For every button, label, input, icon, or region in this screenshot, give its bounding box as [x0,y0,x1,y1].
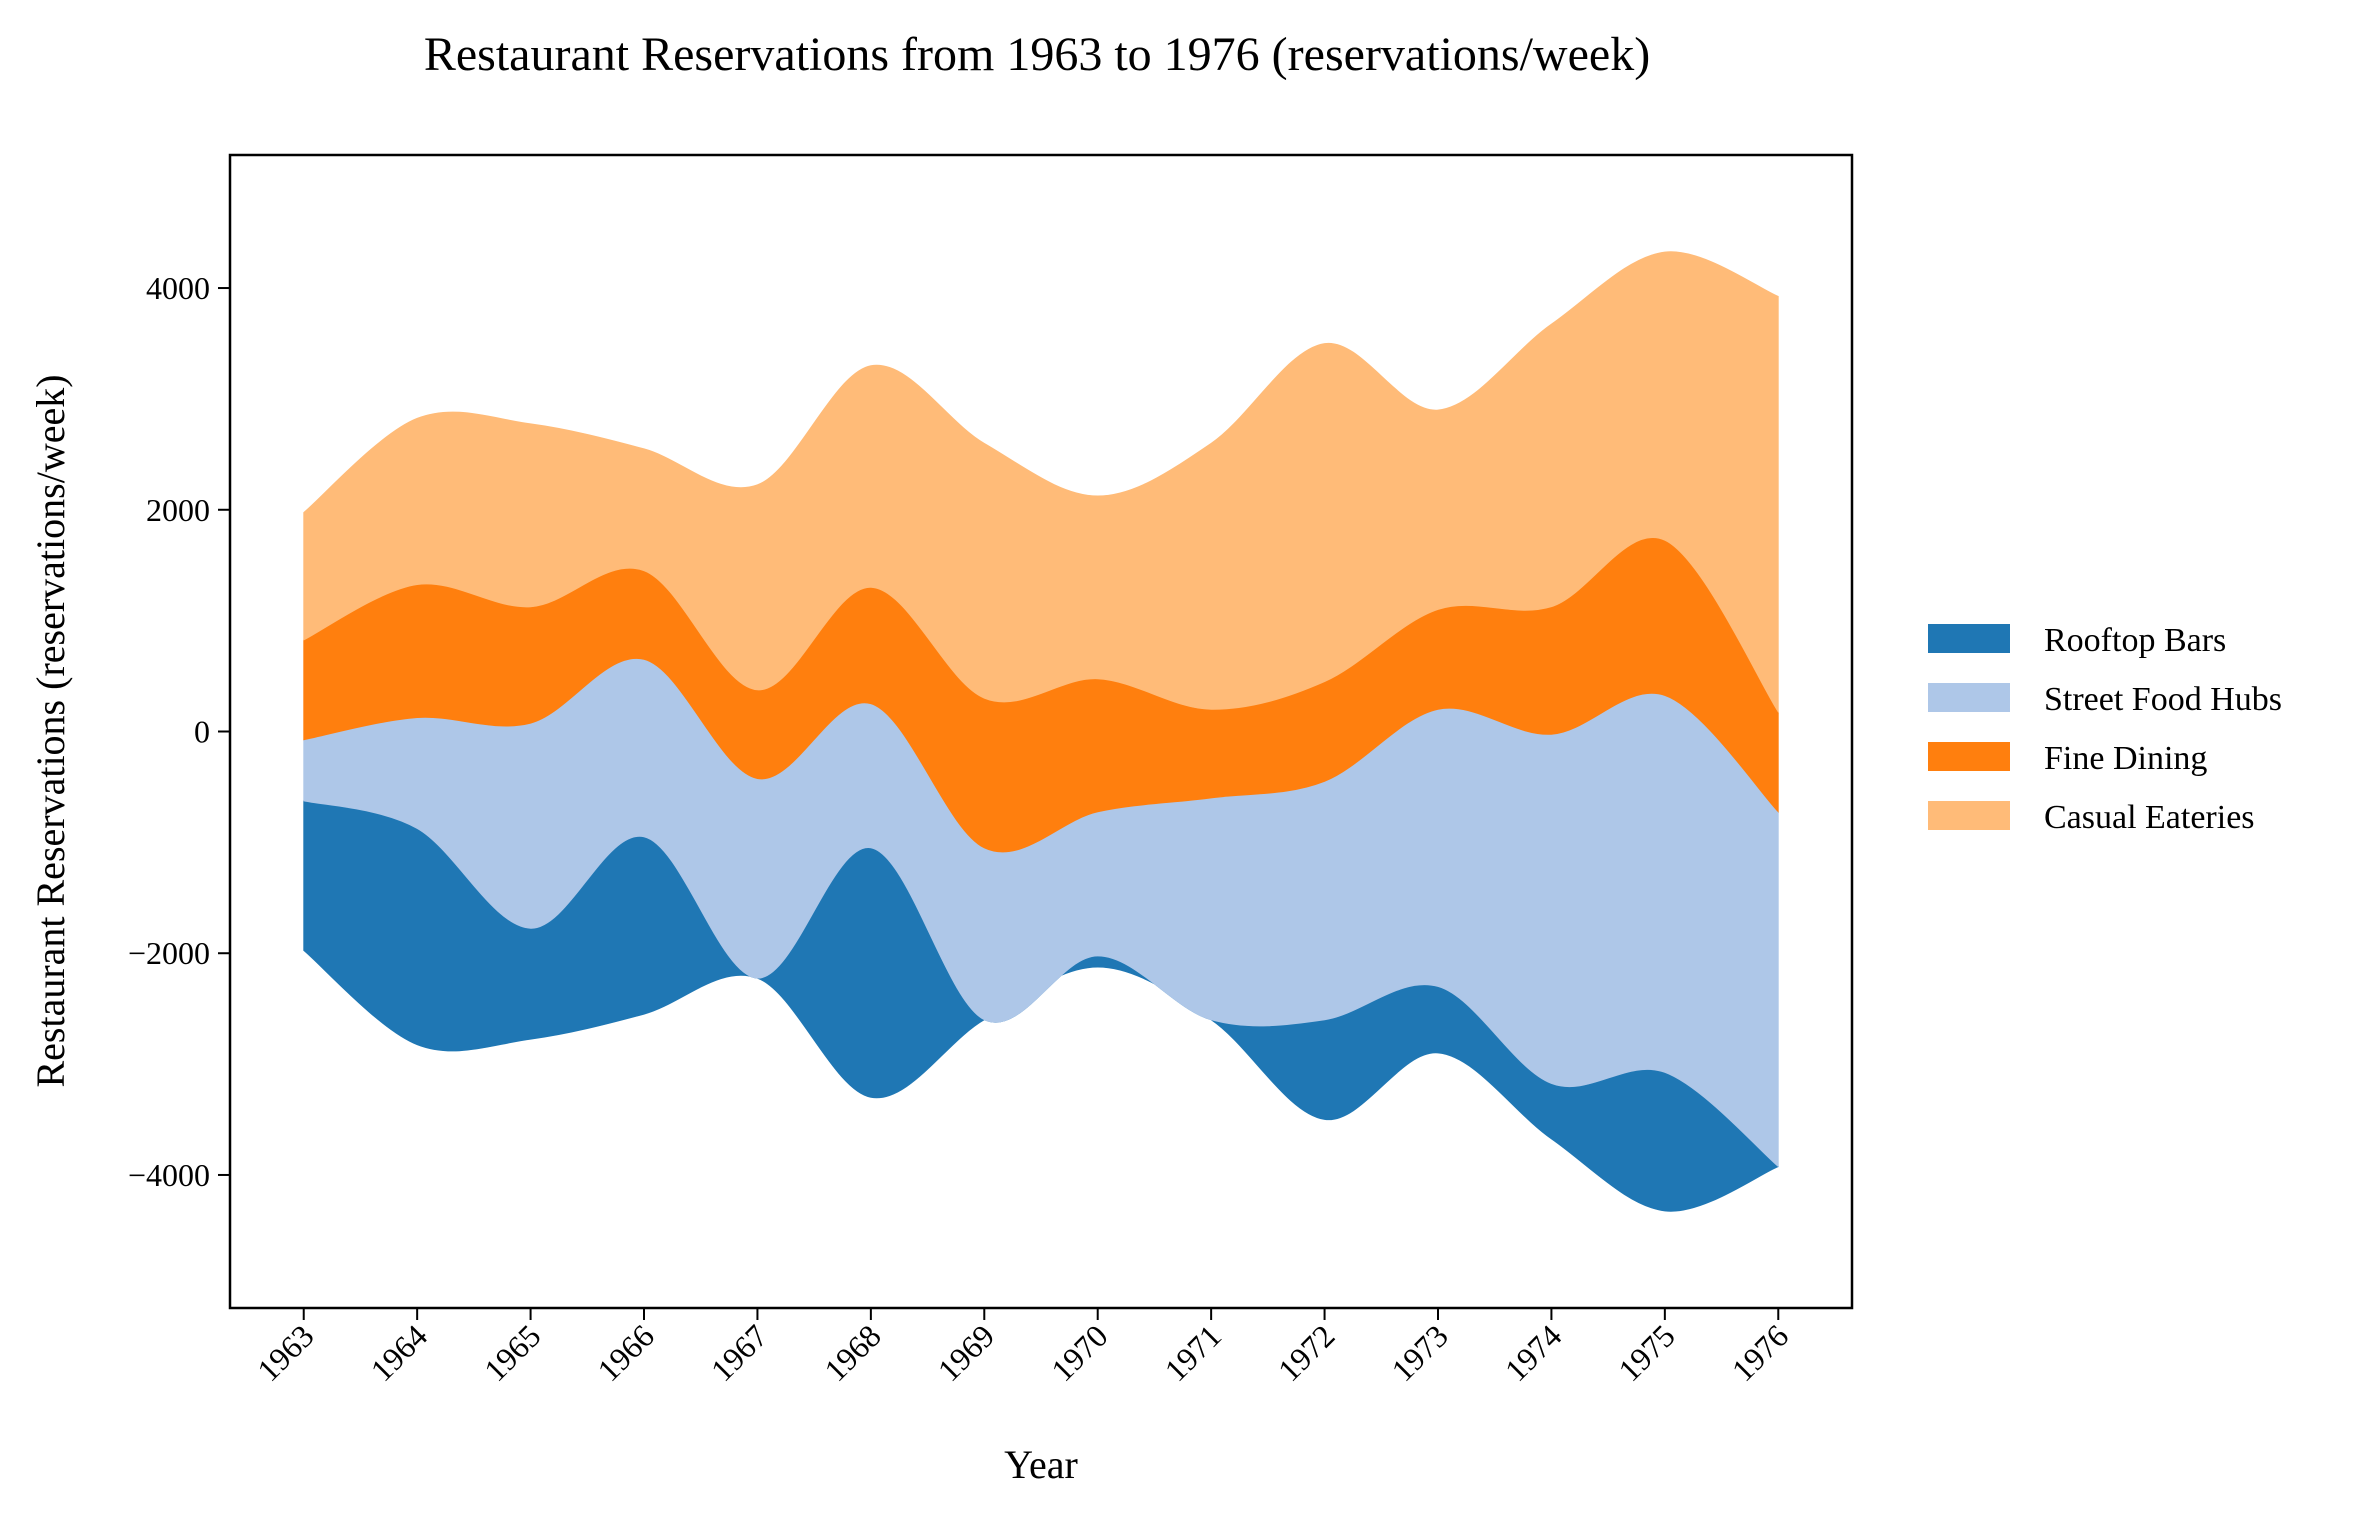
x-tick-label: 1971 [1157,1317,1228,1388]
chart-title: Restaurant Reservations from 1963 to 197… [424,28,1650,81]
x-tick-label: 1972 [1271,1317,1342,1388]
y-tick-label: 0 [194,714,210,750]
y-axis-label: Restaurant Reservations (reservations/we… [28,374,73,1087]
legend-label-casual-eateries: Casual Eateries [2044,799,2255,836]
legend-swatch-casual-eateries [1928,801,2010,830]
y-tick-label: −4000 [128,1157,210,1193]
x-tick-label: 1968 [817,1317,888,1388]
y-axis-ticks: −4000 −2000 0 2000 4000 [128,270,230,1193]
x-tick-label: 1973 [1384,1317,1455,1388]
legend-label-rooftop-bars: Rooftop Bars [2044,622,2226,659]
legend-swatch-rooftop-bars [1928,624,2010,653]
x-tick-label: 1970 [1044,1317,1115,1388]
legend-label-fine-dining: Fine Dining [2044,740,2207,777]
x-tick-label: 1964 [363,1317,434,1388]
legend-swatch-fine-dining [1928,742,2010,771]
x-tick-label: 1975 [1611,1317,1682,1388]
x-axis-ticks: 1963 1964 1965 1966 1967 1968 1969 1970 1971 1972… [250,1308,1795,1388]
legend-label-street-food-hubs: Street Food Hubs [2044,681,2282,718]
area-casual-eateries [303,251,1779,714]
legend-swatch-street-food-hubs [1928,683,2010,712]
y-tick-label: 4000 [146,270,210,306]
x-tick-label: 1976 [1725,1317,1796,1388]
y-tick-label: −2000 [128,935,210,971]
x-axis-label: Year [1004,1442,1078,1487]
legend: Rooftop Bars Street Food Hubs Fine Dining C… [1928,622,2282,836]
y-tick-label: 2000 [146,492,210,528]
x-tick-label: 1966 [590,1317,661,1388]
x-tick-label: 1967 [704,1317,775,1388]
x-tick-label: 1969 [931,1317,1002,1388]
x-tick-label: 1965 [477,1317,548,1388]
x-tick-label: 1974 [1498,1317,1569,1388]
x-tick-label: 1963 [250,1317,321,1388]
plot-layers [303,251,1780,1212]
